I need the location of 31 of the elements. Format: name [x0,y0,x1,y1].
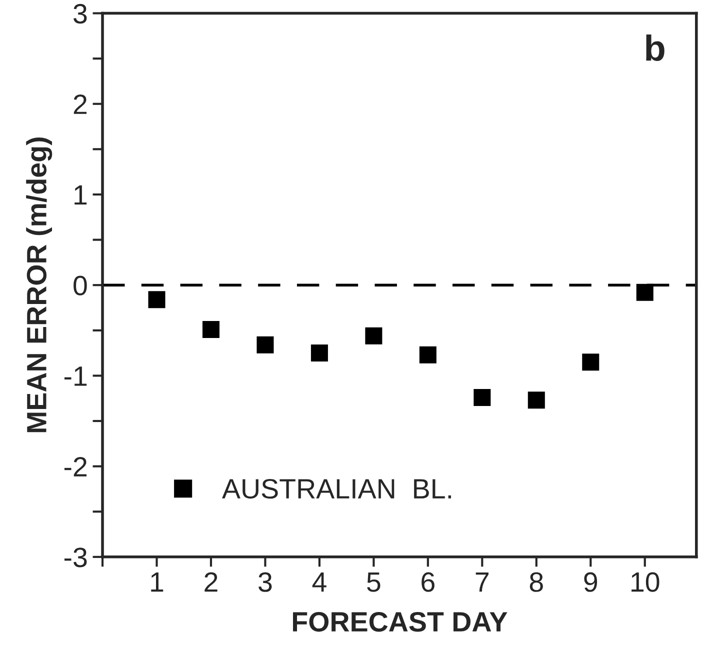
x-tick-label: 8 [530,572,543,592]
point [582,354,600,371]
x-tick-label: 7 [476,572,488,592]
y-tick-label: 1 [74,185,87,205]
x-tick-label: 9 [584,572,598,592]
x-tick-label: 2 [204,572,218,592]
point [419,346,436,364]
point [365,327,382,344]
x-tick-label: 6 [422,572,434,592]
x-axis-title: FORECAST DAY [293,612,508,632]
point [528,392,545,409]
point [148,291,166,308]
y-tick-label: 2 [74,94,87,114]
y-tick-label: 0 [74,276,87,296]
legend-label: AUSTRALIAN BL. [222,478,451,499]
point [310,344,328,362]
x-tick-label: 1 [151,572,164,592]
point [636,284,654,301]
point [202,320,220,338]
y-tick-label: -2 [64,456,87,476]
y-axis-title: MEAN ERROR (m/deg) [26,138,52,432]
x-tick-label: 4 [312,572,326,592]
y-tick-label: -3 [64,548,87,568]
x-tick-label: 3 [258,572,272,592]
point [474,388,491,406]
point [256,336,274,354]
y-tick-label: -1 [64,366,87,386]
y-tick-label: 3 [74,4,87,24]
x-tick-label: 5 [367,572,380,592]
x-tick-label: 10 [632,572,660,592]
annotation: b [646,34,664,62]
